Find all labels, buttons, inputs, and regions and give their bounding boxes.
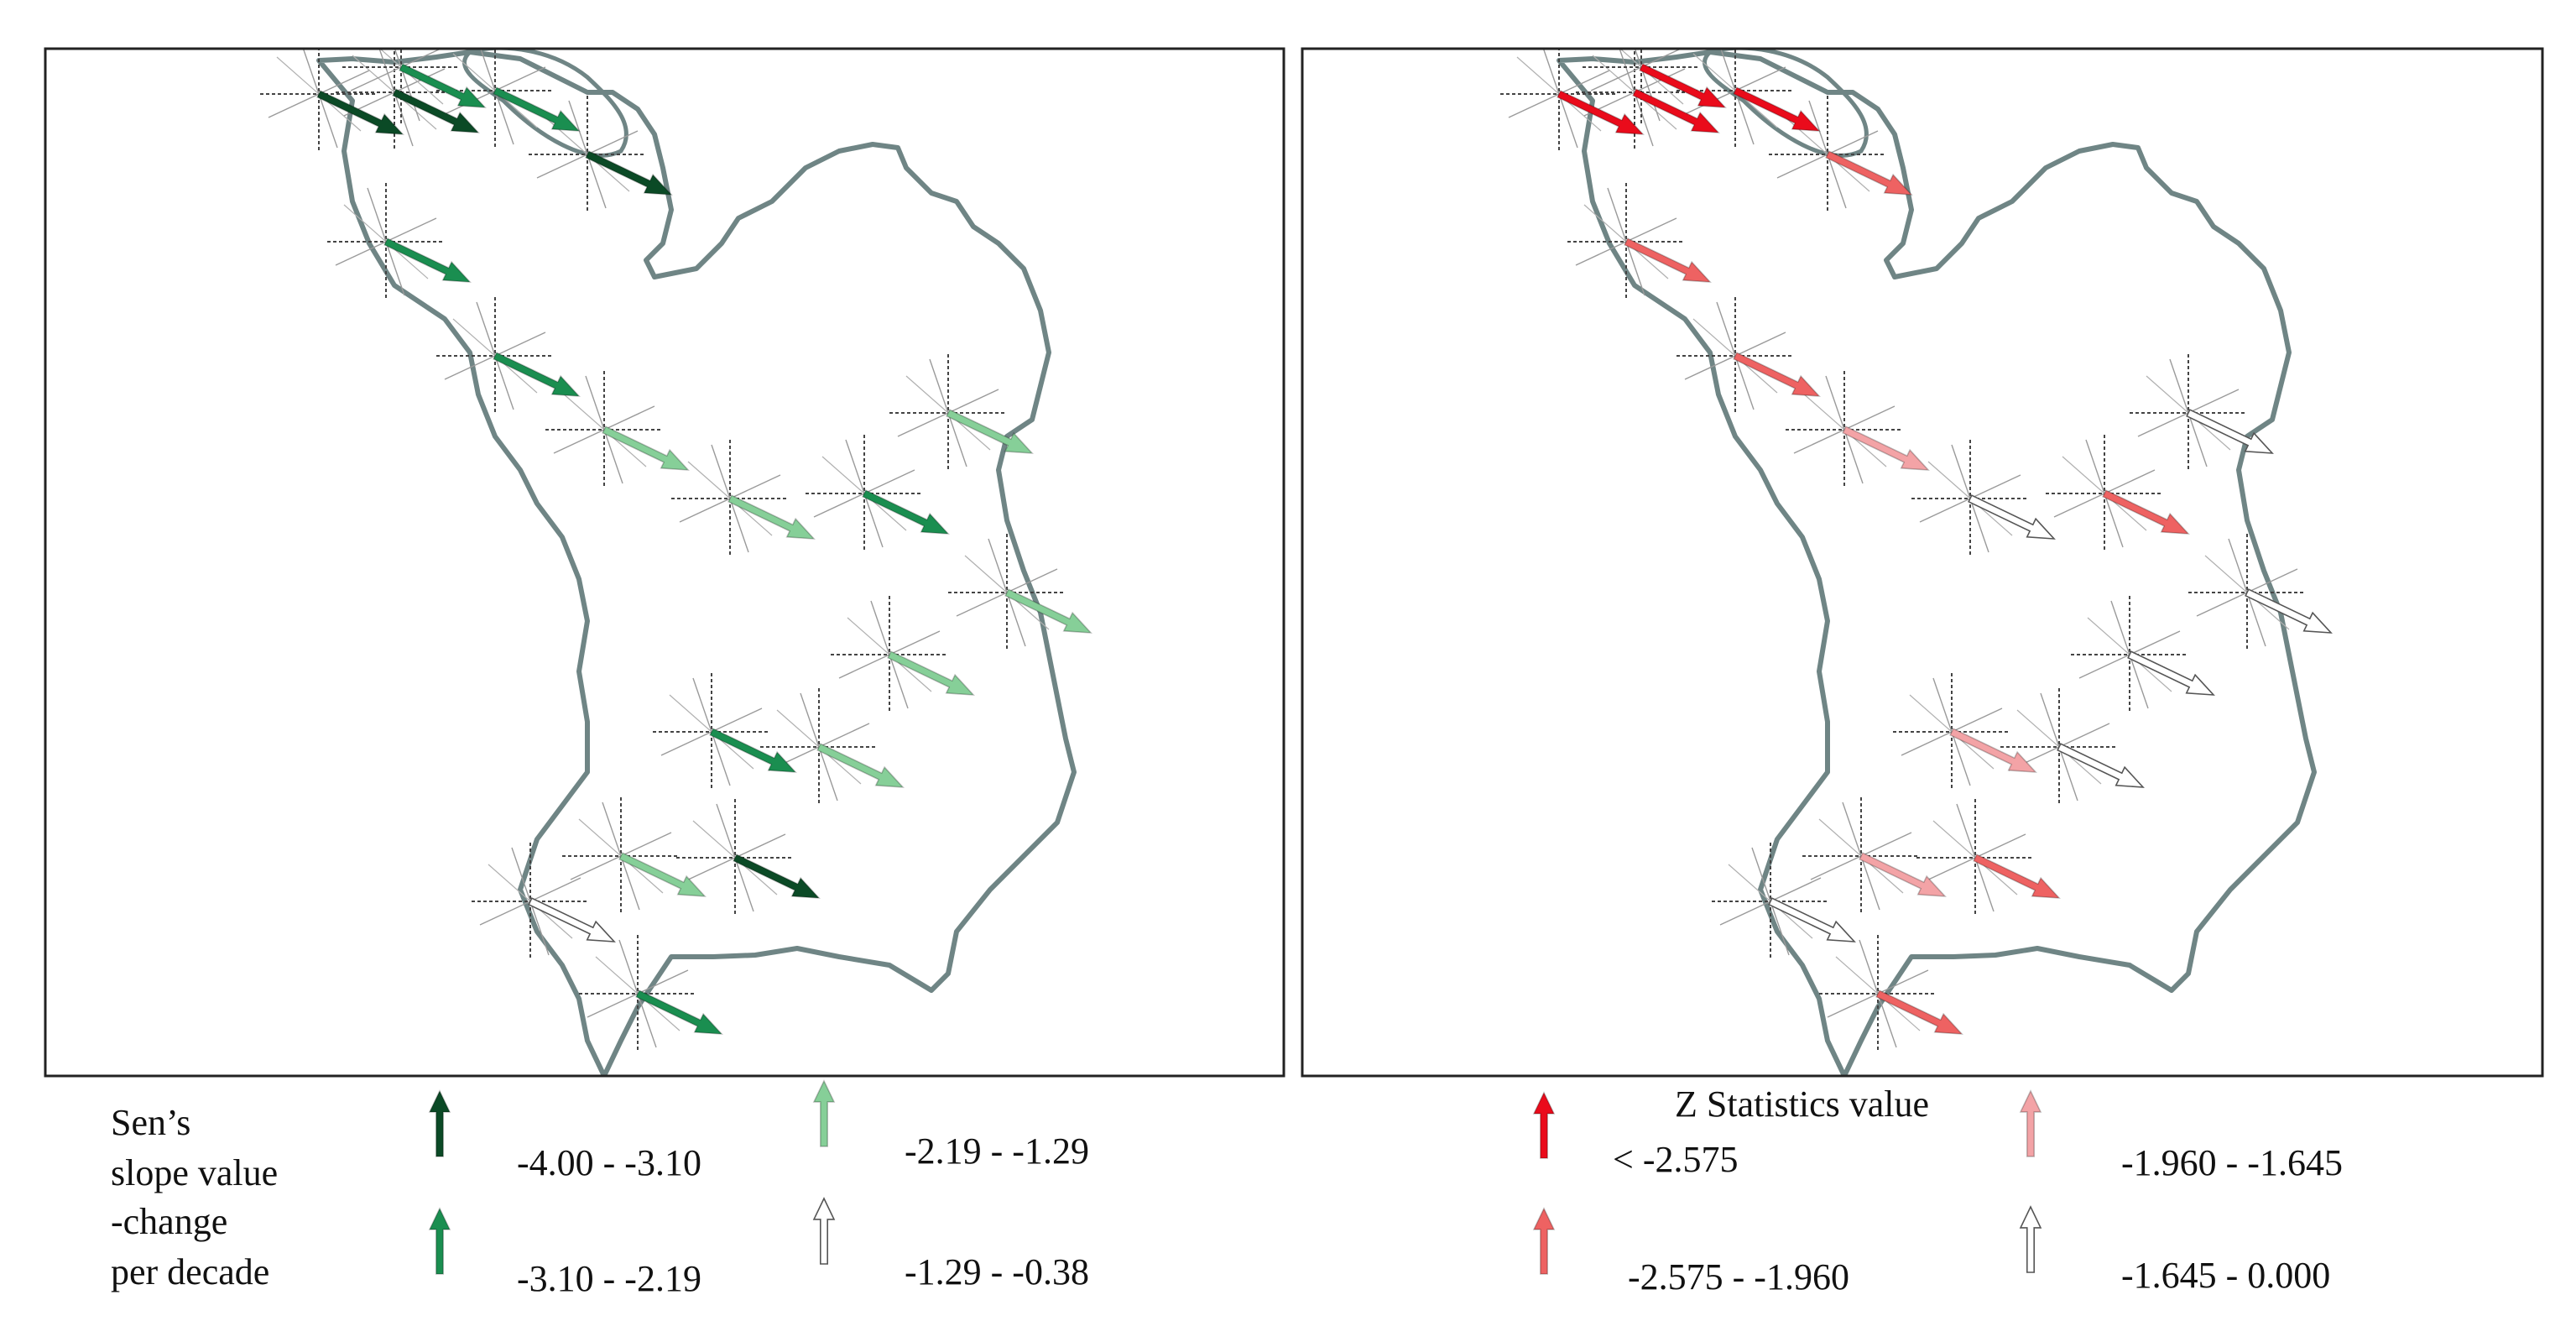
arrow-icon	[428, 1207, 451, 1275]
arrow-icon	[2102, 489, 2190, 535]
arrow-icon	[585, 150, 673, 196]
arrow-icon	[1733, 86, 1821, 132]
arrow-icon	[816, 743, 905, 788]
arrow-icon	[618, 852, 707, 897]
arrow-icon	[493, 86, 581, 132]
arrow-icon	[1875, 989, 1963, 1035]
arrow-icon	[2127, 650, 2215, 696]
arrow-icon	[2057, 743, 2145, 788]
right-trend-arrows	[1557, 63, 2333, 1035]
arrow-icon	[1973, 854, 2061, 899]
left-map-panel	[44, 47, 1285, 1078]
z-legend-title: Z Statistics value	[1675, 1083, 1929, 1125]
slope-legend-label-2: -3.10 - -2.19	[517, 1258, 701, 1299]
right-map-frame	[1301, 47, 2544, 1078]
arrow-icon	[1532, 1091, 1556, 1159]
slope-legend-title-line-2: slope value	[111, 1152, 278, 1193]
arrow-icon	[862, 489, 950, 535]
left-trend-arrows	[316, 63, 1092, 1035]
arrow-icon	[399, 63, 487, 108]
slope-legend-label-1: -4.00 - -3.10	[517, 1142, 701, 1183]
arrow-icon	[602, 426, 690, 471]
arrow-icon	[1859, 852, 1947, 897]
z-legend-label-3: -1.960 - -1.645	[2121, 1142, 2343, 1183]
right-map-panel	[1301, 47, 2544, 1078]
arrow-icon	[2186, 409, 2274, 454]
arrow-icon	[1825, 150, 1913, 196]
slope-legend-title-line-3: -change	[111, 1201, 227, 1242]
arrow-icon	[392, 88, 480, 133]
z-legend-label-1: < -2.575	[1613, 1139, 1738, 1180]
arrow-icon	[1968, 494, 2056, 540]
arrow-icon	[1949, 728, 2037, 773]
arrow-icon	[1624, 238, 1712, 283]
arrow-icon	[1768, 897, 1856, 942]
arrow-icon	[812, 1197, 836, 1265]
arrow-icon	[1557, 90, 1645, 135]
arrow-icon	[709, 728, 797, 773]
z-statistic-legend: Z Statistics value < -2.575 -2.575 - -1.…	[1532, 1083, 2343, 1298]
arrow-icon	[812, 1079, 836, 1147]
arrow-icon	[1733, 352, 1821, 397]
arrow-icon	[2245, 588, 2333, 634]
slope-legend: Sen’s slope value -change per decade -4.…	[111, 1079, 1089, 1299]
arrow-icon	[733, 854, 821, 899]
arrow-icon	[493, 352, 581, 397]
z-legend-label-2: -2.575 - -1.960	[1628, 1256, 1849, 1298]
arrow-icon	[635, 989, 723, 1035]
arrow-icon	[316, 90, 404, 135]
region-boundary-inlet	[462, 49, 628, 158]
arrow-icon	[428, 1089, 451, 1157]
arrow-icon	[2019, 1205, 2042, 1273]
arrow-icon	[1004, 588, 1092, 634]
slope-legend-title-line-4: per decade	[111, 1251, 269, 1292]
arrow-icon	[2019, 1089, 2042, 1157]
arrow-icon	[727, 494, 816, 540]
region-boundary	[1557, 50, 2317, 1076]
region-boundary-inlet	[1703, 49, 1869, 158]
left-map-frame	[44, 47, 1285, 1078]
z-legend-label-4: -1.645 - 0.000	[2121, 1255, 2330, 1296]
region-boundary	[316, 50, 1077, 1076]
slope-legend-label-3: -2.19 - -1.29	[905, 1130, 1089, 1172]
arrow-icon	[887, 650, 975, 696]
arrow-icon	[1532, 1207, 1556, 1275]
slope-legend-label-4: -1.29 - -0.38	[905, 1251, 1089, 1292]
arrow-icon	[1639, 63, 1727, 108]
arrow-icon	[946, 409, 1034, 454]
arrow-icon	[1842, 426, 1930, 471]
arrow-icon	[528, 897, 616, 942]
arrow-icon	[383, 238, 472, 283]
slope-legend-title-line-1: Sen’s	[111, 1102, 190, 1143]
arrow-icon	[1632, 88, 1720, 133]
